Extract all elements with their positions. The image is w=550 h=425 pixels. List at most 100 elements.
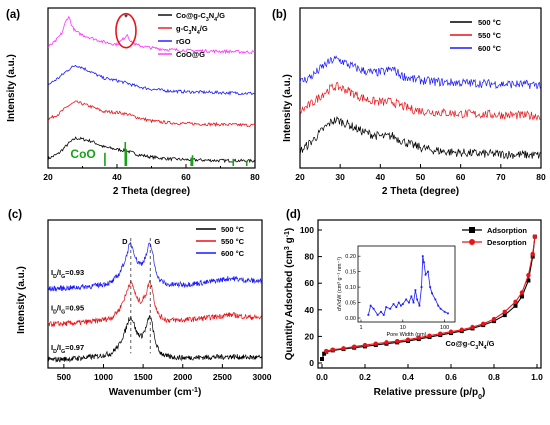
legend-label: 550 °C bbox=[478, 31, 502, 40]
inset-data-point bbox=[447, 312, 449, 315]
panel-label: (c) bbox=[8, 209, 22, 221]
x-axis-label: Relative pressure (p/p0) bbox=[374, 387, 486, 401]
data-point bbox=[384, 340, 389, 345]
data-point bbox=[352, 344, 357, 349]
inset-data-point bbox=[380, 310, 382, 313]
series-line bbox=[47, 64, 256, 96]
inset-data-point bbox=[427, 270, 429, 273]
x-tick-label: 1000 bbox=[94, 372, 113, 382]
peak-label-g: G bbox=[154, 237, 160, 246]
highlight-ellipse bbox=[115, 12, 137, 49]
y-axis-label: Intensity (a.u.) bbox=[6, 54, 17, 122]
series-line bbox=[47, 241, 263, 293]
inset-data-point bbox=[434, 298, 437, 301]
panel-c: D G ID/IG=0.93 ID/IG=0.95 ID/IG=0.97 500 1000 1… bbox=[8, 209, 272, 398]
y-tick-label: 100 bbox=[300, 225, 314, 235]
inset-data-point bbox=[400, 304, 402, 307]
y-axis-label: Intensity (a.u.) bbox=[16, 266, 27, 334]
data-point bbox=[526, 273, 531, 278]
inset-data-point bbox=[414, 289, 417, 292]
panel-a: CoO * 20 40 60 80 2 Theta (degree) Intensity (a… bbox=[6, 7, 260, 197]
inset-data-point bbox=[367, 314, 370, 316]
inset-series-line bbox=[368, 256, 449, 316]
x-axis-label: 2 Theta (degree) bbox=[382, 186, 459, 197]
legend-marker bbox=[469, 239, 475, 245]
ratio-label: ID/IG=0.95 bbox=[51, 303, 84, 315]
x-tick-label: 1500 bbox=[134, 372, 153, 382]
x-tick-label: 80 bbox=[250, 172, 260, 182]
data-point bbox=[459, 327, 464, 332]
series-line bbox=[47, 100, 256, 128]
inset-x-tick-label: 10 bbox=[400, 325, 406, 331]
inset-y-tick-label: 0.15 bbox=[345, 270, 356, 276]
inset-y-tick-label: 0.00 bbox=[345, 316, 356, 322]
inset-data-point bbox=[405, 298, 408, 301]
inset-x-tick-label: 100 bbox=[440, 325, 449, 331]
inset-plot: 0.00 0.05 0.10 0.15 0.20 1 10 100 Pore Width (nm… bbox=[337, 245, 456, 338]
legend-label: g-C3N4/G bbox=[176, 24, 208, 36]
inset-data-point bbox=[437, 304, 440, 307]
y-tick-label: 80 bbox=[305, 252, 315, 262]
x-tick-label: 40 bbox=[112, 172, 122, 182]
legend-label: Adsorption bbox=[487, 226, 527, 235]
inset-data-point bbox=[382, 314, 385, 316]
inset-data-point bbox=[429, 286, 432, 288]
panel-label: (b) bbox=[272, 9, 287, 21]
y-axis-label: Quantity Adsorbed (cm3 g-1) bbox=[284, 228, 296, 361]
legend-label: 600 °C bbox=[221, 249, 245, 258]
data-point bbox=[530, 251, 535, 257]
data-point bbox=[427, 333, 432, 338]
legend-label: Desorption bbox=[487, 238, 527, 247]
x-tick-label: 0.8 bbox=[488, 372, 500, 382]
series-line bbox=[47, 15, 256, 55]
legend-label: 550 °C bbox=[221, 237, 245, 246]
y-tick-label: 0 bbox=[309, 358, 314, 368]
inset-y-axis-label: dV/dW (cm³ g⁻¹ nm⁻¹) bbox=[337, 257, 343, 311]
data-point bbox=[519, 294, 524, 299]
inset-data-point bbox=[372, 307, 375, 310]
panel-b: 20 30 40 50 60 70 80 2 Theta (degree) Intensity … bbox=[272, 7, 546, 197]
data-point bbox=[526, 278, 531, 283]
x-tick-label: 60 bbox=[181, 172, 191, 182]
inset-data-point bbox=[424, 273, 427, 276]
x-tick-label: 80 bbox=[536, 172, 546, 182]
legend-label: 600 °C bbox=[478, 44, 502, 53]
x-tick-label: 0.0 bbox=[316, 372, 328, 382]
x-axis-label: Wavenumber (cm-1) bbox=[109, 387, 202, 399]
inset-data-point bbox=[389, 307, 392, 310]
data-point bbox=[438, 331, 443, 336]
panel-label: (d) bbox=[286, 209, 301, 221]
x-tick-label: 40 bbox=[376, 172, 386, 182]
panel-label: (a) bbox=[6, 9, 20, 21]
data-point bbox=[322, 351, 327, 356]
x-tick-label: 1.0 bbox=[531, 372, 543, 382]
data-point bbox=[519, 290, 525, 295]
x-tick-label: 60 bbox=[456, 172, 466, 182]
inset-data-point bbox=[443, 310, 446, 313]
legend-label: CoO@G bbox=[176, 50, 205, 59]
y-axis-label: Intensity (a.u.) bbox=[282, 74, 293, 142]
peak-label-d: D bbox=[122, 237, 128, 246]
legend-marker bbox=[469, 227, 475, 233]
x-tick-label: 70 bbox=[496, 172, 506, 182]
data-point bbox=[502, 309, 507, 314]
inset-data-point bbox=[395, 306, 398, 309]
inset-data-point bbox=[431, 292, 433, 295]
inset-data-point bbox=[408, 301, 410, 304]
data-point bbox=[491, 316, 497, 322]
legend-label: 500 °C bbox=[221, 225, 245, 234]
inset-x-tick-label: 1 bbox=[359, 325, 362, 331]
data-point bbox=[448, 329, 454, 334]
x-tick-label: 30 bbox=[335, 172, 345, 182]
inset-data-point bbox=[401, 303, 404, 305]
data-point bbox=[416, 335, 421, 340]
data-point bbox=[320, 357, 324, 362]
legend-label: rGO bbox=[176, 37, 191, 46]
panel-d: 0 20 40 60 80 100 0.0 0.2 0.4 0.6 0.8 1.0 Adsorption… bbox=[284, 209, 544, 401]
data-point bbox=[330, 347, 335, 352]
inset-data-point bbox=[439, 307, 442, 310]
inset-data-point bbox=[376, 314, 379, 316]
data-point bbox=[470, 324, 475, 330]
inset-data-point bbox=[423, 261, 425, 264]
data-point bbox=[341, 346, 346, 351]
